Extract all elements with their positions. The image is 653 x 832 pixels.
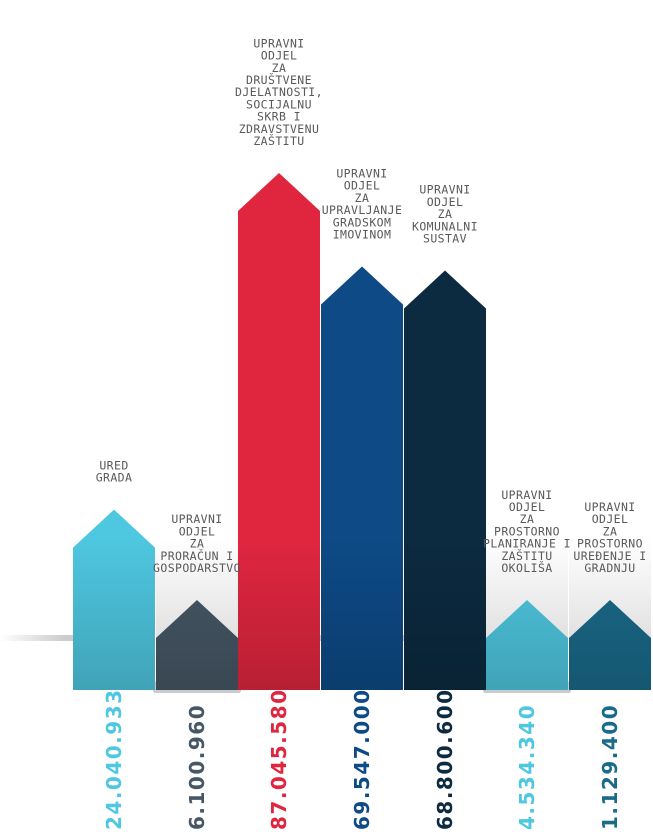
category-label-line: DRUŠTVENE — [246, 72, 312, 87]
category-label: UPRAVNI ODJEL ZA PRORAČUN I GOSPODARSTVO — [153, 512, 241, 575]
category-label: URED GRADA — [96, 458, 133, 484]
category-label-line: UPRAVNI — [501, 488, 552, 502]
category-label-line: ZA — [438, 207, 453, 221]
category-label-line: ODJEL — [261, 49, 298, 63]
category-label-line: GRADNJU — [584, 561, 635, 575]
category-label: UPRAVNI ODJEL ZA KOMUNALNI SUSTAV — [412, 183, 478, 246]
bars — [73, 173, 651, 690]
category-label-line: PROSTORNO — [577, 537, 643, 551]
category-label-line: ZA — [190, 537, 205, 551]
category-label-line: ZAŠTITU — [253, 133, 304, 148]
category-label-line: ZA — [520, 512, 535, 526]
category-label: UPRAVNI ODJEL ZA UPRAVLJANJE GRADSKOM IMOVINO… — [322, 167, 403, 242]
category-label-line: GOSPODARSTVO — [153, 561, 241, 575]
bar-0 — [73, 509, 155, 690]
category-label-line: ZA — [355, 191, 370, 205]
category-label-line: PROSTORNO — [494, 524, 560, 538]
value-label: 68.800.600 — [433, 688, 457, 830]
category-label: UPRAVNI ODJEL ZA PROSTORNO PLANIRANJE I ZAŠTI… — [483, 488, 571, 575]
category-label-line: GRADA — [96, 471, 133, 485]
bar-3 — [321, 266, 403, 690]
category-label-line: ZDRAVSTVENU — [239, 122, 320, 136]
category-label-line: SOCIJALNU — [246, 97, 312, 111]
category-label-line: UPRAVNI — [584, 500, 635, 514]
category-label-line: UPRAVNI — [336, 167, 387, 181]
category-label-line: UPRAVNI — [253, 36, 304, 50]
category-label-line: IMOVINOM — [333, 228, 392, 242]
bar-shade — [404, 538, 486, 690]
category-label-line: GRADSKOM — [333, 215, 392, 229]
category-label-line: UREĐENJE I — [573, 549, 646, 563]
bar-4 — [404, 270, 486, 690]
category-label: UPRAVNI ODJEL ZA PROSTORNO UREĐENJE I GRADNJU — [573, 500, 646, 575]
category-label-line: UPRAVNI — [419, 183, 470, 197]
category-label-line: UPRAVNI — [171, 512, 222, 526]
category-label-line: PLANIRANJE I — [483, 537, 571, 551]
value-label: 4.534.340 — [515, 704, 539, 830]
category-label-line: KOMUNALNI — [412, 219, 478, 233]
category-label-line: DJELATNOSTI, — [235, 85, 323, 99]
bar-shade — [321, 538, 403, 690]
category-label-line: ODJEL — [179, 524, 216, 538]
value-label: 6.100.960 — [185, 704, 209, 830]
bar-shade — [238, 538, 320, 690]
category-label-line: UPRAVLJANJE — [322, 203, 403, 217]
category-label-line: SKRB I — [257, 110, 301, 124]
value-label: 1.129.400 — [598, 704, 622, 830]
category-label-line: SUSTAV — [423, 232, 467, 246]
value-label: 24.040.933 — [102, 688, 126, 830]
category-label-line: URED — [99, 458, 128, 472]
value-label: 69.547.000 — [350, 688, 374, 830]
category-label-line: ZA — [272, 61, 287, 75]
category-label-line: ODJEL — [592, 512, 629, 526]
bar-shade — [569, 538, 651, 690]
value-labels: 24.040.933 6.100.960 87.045.580 69.547.000 6… — [102, 688, 622, 830]
category-label-line: OKOLIŠA — [501, 560, 552, 575]
category-label-line: PRORAČUN I — [160, 548, 233, 563]
category-label-line: ODJEL — [427, 195, 464, 209]
bar-1 — [156, 538, 238, 690]
category-label: UPRAVNI ODJEL ZA DRUŠTVENE DJELATNOSTI, SOCIJ… — [235, 36, 323, 148]
bar-shade — [73, 538, 155, 690]
bar-shade — [156, 538, 238, 690]
bar-shade — [486, 538, 568, 690]
bar-2 — [238, 173, 320, 690]
category-label-line: ZAŠTITU — [501, 548, 552, 563]
value-label: 87.045.580 — [267, 688, 291, 830]
category-label-line: ZA — [603, 524, 618, 538]
category-label-line: ODJEL — [509, 500, 546, 514]
bar-6 — [569, 538, 651, 690]
bar-5 — [486, 538, 568, 690]
category-label-line: ODJEL — [344, 179, 381, 193]
